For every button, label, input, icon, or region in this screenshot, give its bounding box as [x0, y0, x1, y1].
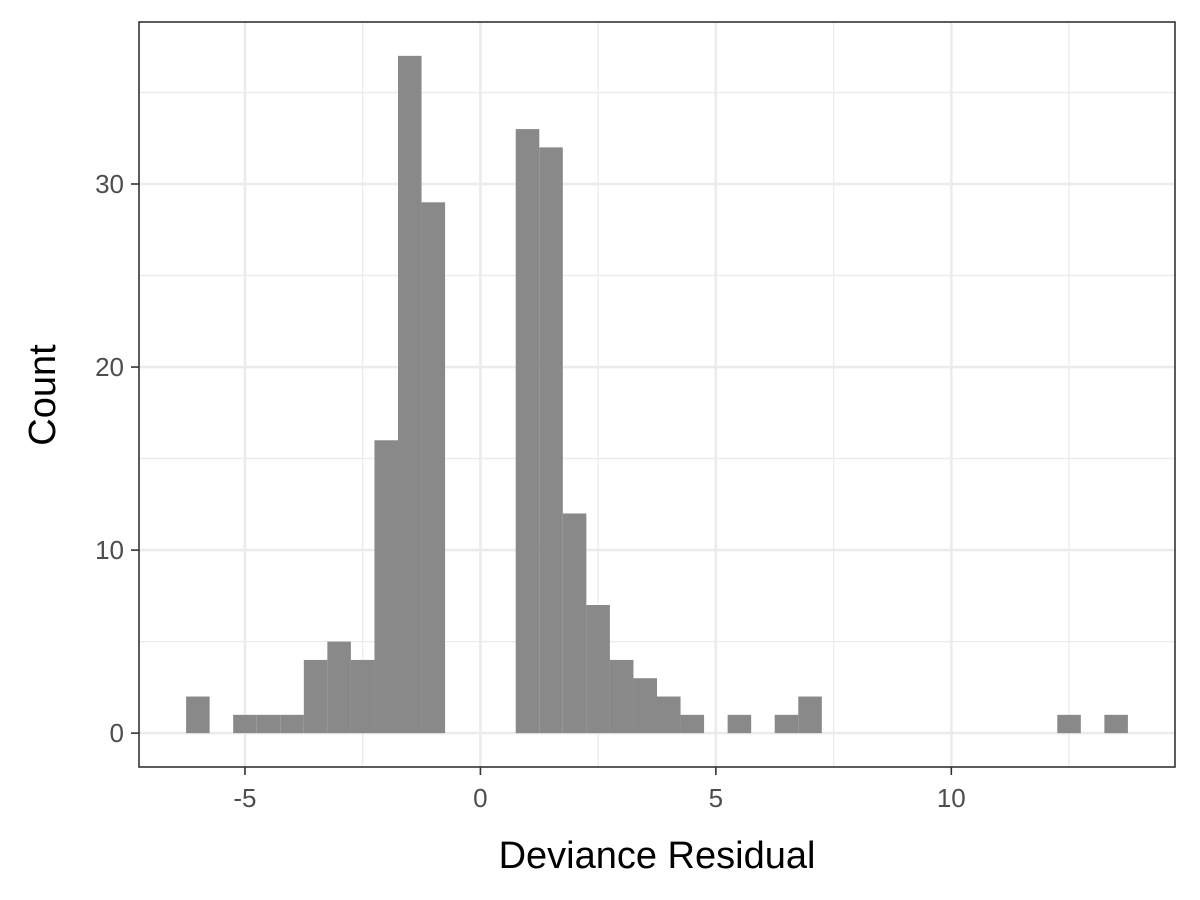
- plot-panel-background: [139, 22, 1175, 767]
- histogram-bar: [586, 605, 610, 734]
- histogram-bar: [421, 202, 446, 734]
- y-axis-ticks: 0 10 20 30: [95, 169, 139, 748]
- x-axis-title: Deviance Residual: [499, 835, 816, 877]
- x-tick-label: 0: [473, 783, 487, 813]
- minor-gridlines: [139, 22, 1175, 767]
- histogram-bar: [515, 129, 540, 734]
- histogram-bar: [1104, 714, 1128, 734]
- y-tick-label: 10: [95, 535, 124, 565]
- y-tick-label: 30: [95, 169, 124, 199]
- histogram-bar: [233, 714, 257, 734]
- histogram-bar: [280, 714, 304, 734]
- histogram-bar: [657, 696, 681, 734]
- histogram-bar: [609, 659, 634, 734]
- histogram-bar: [186, 696, 210, 734]
- y-axis-title: Count: [22, 344, 64, 446]
- histogram-bar: [680, 714, 705, 734]
- histogram-bar: [727, 714, 752, 734]
- histogram-bar: [798, 696, 822, 734]
- histogram-bar: [256, 714, 281, 734]
- x-axis-ticks: -5 0 5 10: [233, 767, 966, 813]
- x-tick-label: 10: [937, 783, 966, 813]
- histogram-bar: [398, 55, 422, 734]
- histogram-bar: [562, 513, 587, 734]
- x-tick-label: 5: [709, 783, 723, 813]
- histogram-bar: [539, 147, 563, 734]
- y-tick-label: 20: [95, 352, 124, 382]
- histogram-bar: [1057, 714, 1081, 734]
- y-tick-label: 0: [110, 718, 124, 748]
- histogram-bar: [633, 678, 657, 734]
- histogram-bar: [774, 714, 799, 734]
- histogram-bar: [350, 659, 375, 734]
- histogram-bars: [186, 55, 1128, 734]
- histogram-bar: [327, 641, 351, 734]
- plot-panel-border: [138, 21, 1176, 768]
- histogram-bar: [303, 659, 328, 734]
- x-tick-label: -5: [233, 783, 256, 813]
- histogram-bar: [374, 440, 398, 734]
